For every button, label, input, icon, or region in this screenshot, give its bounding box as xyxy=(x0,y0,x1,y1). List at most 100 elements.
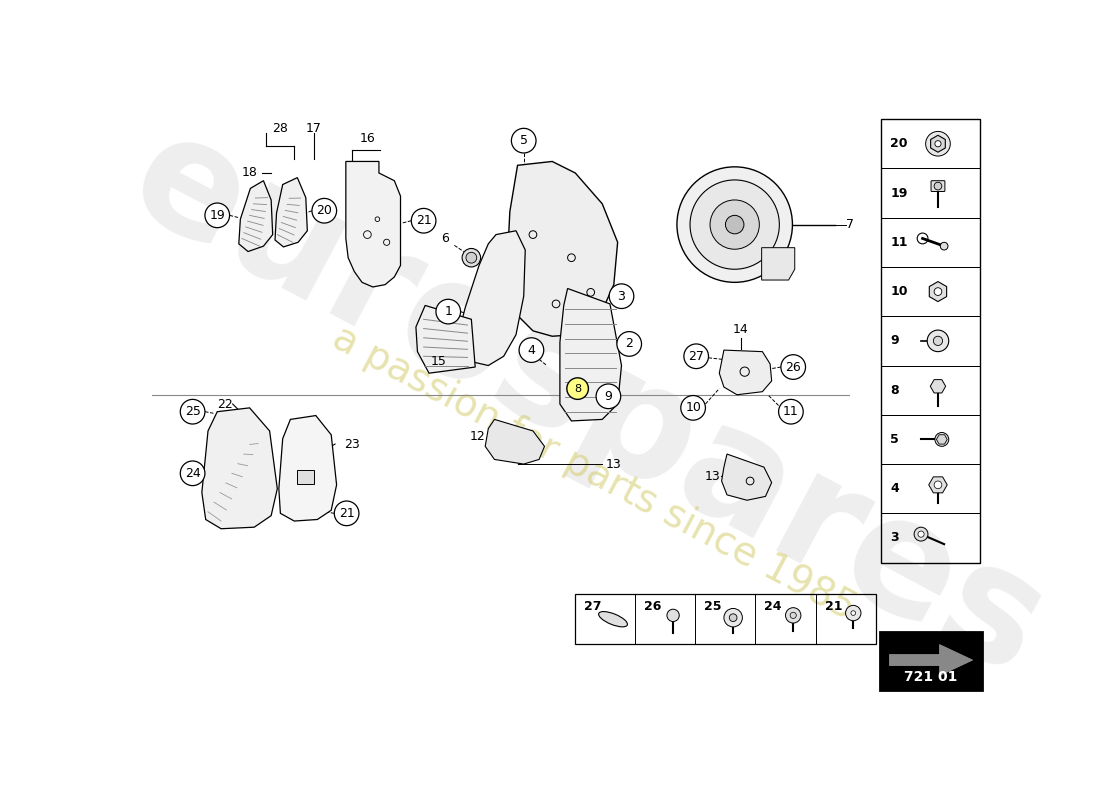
Circle shape xyxy=(411,209,436,233)
Polygon shape xyxy=(239,181,273,251)
Polygon shape xyxy=(202,408,277,529)
Text: 19: 19 xyxy=(209,209,226,222)
Polygon shape xyxy=(560,289,621,421)
Text: eurospares: eurospares xyxy=(104,98,1069,710)
Text: 11: 11 xyxy=(890,236,908,249)
Text: 10: 10 xyxy=(685,402,701,414)
Circle shape xyxy=(724,609,743,627)
Circle shape xyxy=(466,252,476,263)
Circle shape xyxy=(934,288,942,295)
Circle shape xyxy=(917,531,924,538)
Circle shape xyxy=(779,399,803,424)
Circle shape xyxy=(790,612,796,618)
Text: 5: 5 xyxy=(890,433,899,446)
Circle shape xyxy=(180,461,205,486)
Text: 10: 10 xyxy=(890,285,908,298)
Circle shape xyxy=(851,610,856,615)
Text: 24: 24 xyxy=(185,467,200,480)
Polygon shape xyxy=(931,135,945,152)
Text: 15: 15 xyxy=(431,355,447,368)
Polygon shape xyxy=(761,248,794,280)
Text: a passion for parts since 1985: a passion for parts since 1985 xyxy=(327,318,862,628)
Circle shape xyxy=(667,610,680,622)
Text: 12: 12 xyxy=(470,430,485,443)
Text: 8: 8 xyxy=(890,384,899,397)
Text: 9: 9 xyxy=(605,390,613,403)
Text: 4: 4 xyxy=(890,482,899,495)
Polygon shape xyxy=(722,454,772,500)
Circle shape xyxy=(334,501,359,526)
Circle shape xyxy=(684,344,708,369)
Text: 16: 16 xyxy=(360,132,375,145)
Text: 27: 27 xyxy=(584,600,602,614)
Bar xyxy=(881,514,979,562)
Bar xyxy=(881,119,979,168)
Text: 25: 25 xyxy=(704,600,722,614)
Text: 13: 13 xyxy=(704,470,720,483)
Text: 9: 9 xyxy=(890,334,899,347)
Bar xyxy=(881,119,979,562)
Polygon shape xyxy=(279,415,337,521)
Circle shape xyxy=(935,141,942,147)
Bar xyxy=(881,218,979,267)
Circle shape xyxy=(940,242,948,250)
Text: 11: 11 xyxy=(783,405,799,418)
Circle shape xyxy=(609,284,634,309)
Text: 20: 20 xyxy=(317,204,332,218)
Circle shape xyxy=(933,336,943,346)
Text: 28: 28 xyxy=(273,122,288,135)
Text: 24: 24 xyxy=(764,600,782,614)
Polygon shape xyxy=(719,350,772,394)
Polygon shape xyxy=(508,162,618,336)
Circle shape xyxy=(519,338,543,362)
FancyBboxPatch shape xyxy=(931,181,945,191)
Polygon shape xyxy=(936,434,947,444)
Circle shape xyxy=(690,180,779,270)
Bar xyxy=(575,594,876,644)
Circle shape xyxy=(681,395,705,420)
Bar xyxy=(881,464,979,514)
Polygon shape xyxy=(460,230,526,366)
Text: 27: 27 xyxy=(689,350,704,362)
Text: 17: 17 xyxy=(306,122,321,135)
Polygon shape xyxy=(928,477,947,493)
Text: 7: 7 xyxy=(846,218,855,231)
Circle shape xyxy=(205,203,230,228)
Circle shape xyxy=(926,131,950,156)
Text: 5: 5 xyxy=(519,134,528,147)
Polygon shape xyxy=(485,419,544,464)
Text: 26: 26 xyxy=(645,600,662,614)
Circle shape xyxy=(935,433,948,446)
Text: 21: 21 xyxy=(339,507,354,520)
Bar xyxy=(881,366,979,414)
Circle shape xyxy=(436,299,461,324)
Text: 25: 25 xyxy=(185,405,200,418)
Circle shape xyxy=(312,198,337,223)
Circle shape xyxy=(934,481,942,489)
Bar xyxy=(297,470,313,484)
Text: 1: 1 xyxy=(444,305,452,318)
Text: 2: 2 xyxy=(625,338,634,350)
Text: 3: 3 xyxy=(890,531,899,545)
Bar xyxy=(881,414,979,464)
Text: 3: 3 xyxy=(617,290,626,302)
Circle shape xyxy=(726,215,744,234)
Text: 13: 13 xyxy=(606,458,621,470)
Text: 21: 21 xyxy=(825,600,842,614)
Bar xyxy=(881,168,979,218)
Text: 22: 22 xyxy=(218,398,233,410)
Circle shape xyxy=(729,614,737,622)
Bar xyxy=(881,316,979,366)
Text: 721 01: 721 01 xyxy=(904,670,958,683)
Circle shape xyxy=(596,384,620,409)
Polygon shape xyxy=(345,162,400,287)
Bar xyxy=(881,267,979,316)
Circle shape xyxy=(512,128,536,153)
Circle shape xyxy=(617,332,641,356)
Circle shape xyxy=(676,167,792,282)
FancyBboxPatch shape xyxy=(880,632,982,690)
Text: 19: 19 xyxy=(890,186,908,199)
Circle shape xyxy=(914,527,928,541)
Text: 14: 14 xyxy=(733,323,749,336)
Polygon shape xyxy=(890,645,972,675)
